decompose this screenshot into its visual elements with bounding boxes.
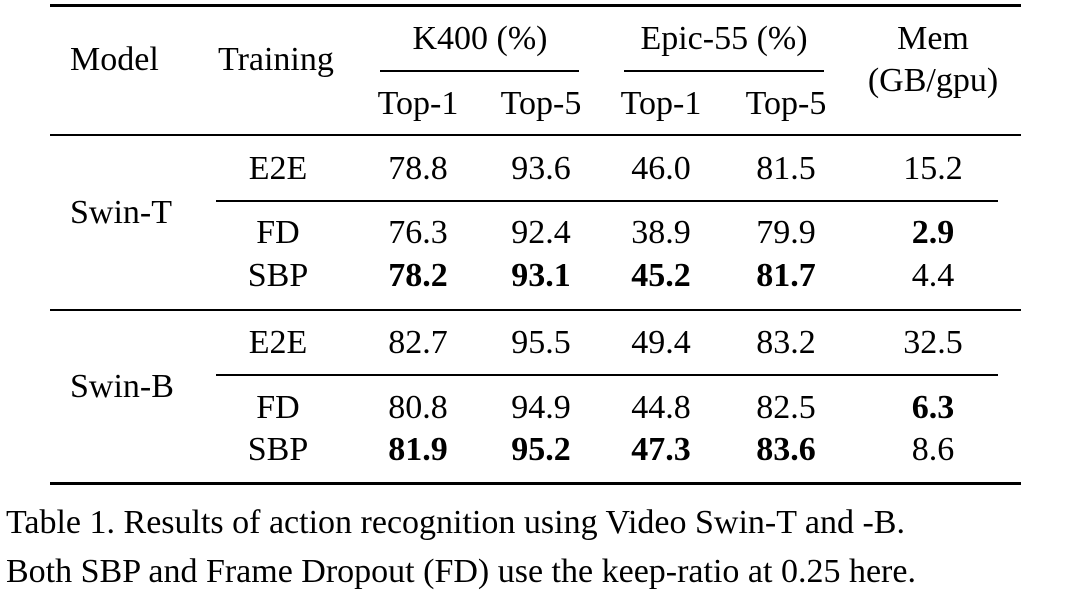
swin-b-inner-rule — [216, 374, 998, 376]
epic-top1-cell-best: 45.2 — [631, 257, 691, 294]
header-k400-top5: Top-5 — [500, 85, 582, 122]
epic-top5-cell: 81.5 — [756, 150, 816, 187]
header-epic55: Epic-55 (%) — [640, 20, 808, 57]
swin-t-inner-rule — [216, 200, 998, 202]
epic-top5-cell: 79.9 — [756, 214, 816, 251]
mem-cell: 8.6 — [911, 431, 955, 468]
header-mem-line2: (GB/gpu) — [867, 62, 999, 99]
table-caption-line1: Table 1. Results of action recognition u… — [6, 504, 905, 541]
training-cell: FD — [256, 389, 300, 426]
epic-top1-cell: 46.0 — [631, 150, 691, 187]
training-cell: FD — [256, 214, 300, 251]
k400-top5-cell: 94.9 — [511, 389, 571, 426]
k400-top1-cell-best: 81.9 — [388, 431, 448, 468]
training-cell: E2E — [248, 324, 308, 361]
epic-top1-cell: 44.8 — [631, 389, 691, 426]
k400-top1-cell: 82.7 — [388, 324, 448, 361]
k400-top5-cell: 93.6 — [511, 150, 571, 187]
mem-cell: 4.4 — [911, 257, 955, 294]
k400-top1-cell: 78.8 — [388, 150, 448, 187]
epic-top5-cell: 82.5 — [756, 389, 816, 426]
k400-top5-cell: 95.5 — [511, 324, 571, 361]
epic-top5-cell-best: 83.6 — [756, 431, 816, 468]
mem-cell-best: 2.9 — [911, 214, 955, 251]
header-k400-top1: Top-1 — [377, 85, 459, 122]
header-epic-top5: Top-5 — [745, 85, 827, 122]
header-epic-top1: Top-1 — [620, 85, 702, 122]
mem-cell: 15.2 — [903, 150, 963, 187]
epic-top1-cell: 38.9 — [631, 214, 691, 251]
mem-cell: 32.5 — [903, 324, 963, 361]
k400-top5-cell-best: 93.1 — [511, 257, 571, 294]
k400-top5-cell: 92.4 — [511, 214, 571, 251]
header-mem-line1: Mem — [897, 20, 969, 57]
epic-top1-cell-best: 47.3 — [631, 431, 691, 468]
table-caption-line2: Both SBP and Frame Dropout (FD) use the … — [6, 553, 916, 590]
k400-top1-cell: 76.3 — [388, 214, 448, 251]
k400-top5-cell-best: 95.2 — [511, 431, 571, 468]
epic-top5-cell-best: 81.7 — [756, 257, 816, 294]
epic-group-rule — [624, 70, 824, 72]
model-swin-b: Swin-B — [70, 368, 174, 405]
table-top-rule — [50, 4, 1021, 7]
model-swin-t: Swin-T — [70, 194, 172, 231]
k400-group-rule — [380, 70, 579, 72]
k400-top1-cell-best: 78.2 — [388, 257, 448, 294]
table-bottom-rule — [50, 482, 1021, 485]
header-training: Training — [218, 41, 334, 78]
group-separator-rule — [50, 309, 1021, 311]
header-k400: K400 (%) — [412, 20, 548, 57]
epic-top5-cell: 83.2 — [756, 324, 816, 361]
header-bottom-rule — [50, 134, 1021, 136]
epic-top1-cell: 49.4 — [631, 324, 691, 361]
training-cell: E2E — [248, 150, 308, 187]
mem-cell-best: 6.3 — [911, 389, 955, 426]
k400-top1-cell: 80.8 — [388, 389, 448, 426]
training-cell: SBP — [247, 431, 309, 468]
training-cell: SBP — [247, 257, 309, 294]
header-model: Model — [70, 41, 159, 78]
